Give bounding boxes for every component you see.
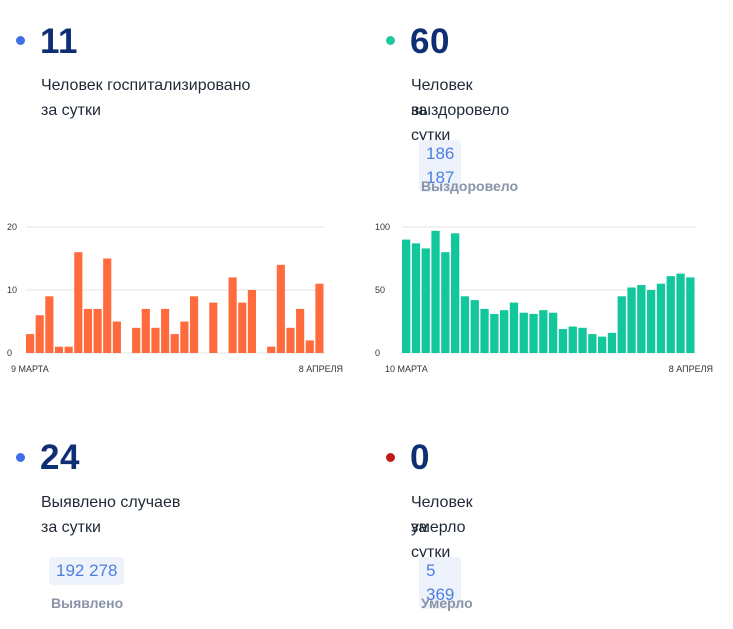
bar [35, 315, 44, 353]
bar [411, 243, 421, 353]
bar [451, 233, 460, 353]
y-tick-label: 20 [7, 222, 17, 232]
x-start-label: 10 МАРТА [385, 364, 428, 374]
bar [151, 327, 160, 353]
bar [529, 313, 538, 353]
x-end-label: 8 АПРЕЛЯ [669, 364, 713, 374]
bar [666, 276, 675, 353]
hospitalized-bar-chart: 0 10 20 9 МАРТА 8 АПРЕЛЯ [7, 222, 343, 374]
bar [686, 277, 695, 353]
bar [676, 273, 685, 353]
bar [315, 283, 324, 353]
bar [558, 329, 568, 353]
deaths-desc-line1: Человек умерло [411, 494, 473, 536]
cases-dot-icon [16, 453, 25, 462]
bar [539, 310, 548, 353]
bar [480, 308, 489, 353]
bar [45, 296, 54, 353]
bar [460, 296, 470, 353]
bar [656, 283, 666, 353]
cases-desc-line2: за сутки [41, 519, 101, 536]
bar [228, 277, 237, 353]
bar [588, 334, 597, 353]
recovered-value: 60 [410, 22, 450, 61]
bar [209, 302, 218, 353]
bar [647, 290, 656, 353]
bar [607, 332, 617, 353]
bar [519, 312, 528, 353]
hospitalized-desc-line2: за сутки [41, 102, 101, 119]
bar [441, 252, 450, 353]
bar [431, 230, 440, 353]
cases-total-label: Выявлено [51, 595, 124, 611]
bar [578, 327, 587, 353]
bar [26, 334, 35, 353]
bar [617, 296, 626, 353]
y-tick-label: 10 [7, 285, 17, 295]
bar [64, 346, 73, 353]
bar [305, 340, 314, 353]
bar [74, 252, 83, 353]
bar [568, 326, 577, 353]
bar [112, 321, 121, 353]
bar [141, 308, 150, 353]
recovered-bar-chart: 0 50 100 10 МАРТА 8 АПРЕЛЯ [375, 222, 713, 374]
bar [549, 312, 558, 353]
hospitalized-value: 11 [40, 22, 78, 61]
bar [276, 264, 285, 353]
bar [598, 336, 607, 353]
bar [402, 239, 411, 353]
recovered-dot-icon [386, 36, 395, 45]
deaths-value: 0 [410, 438, 430, 477]
bar [161, 308, 170, 353]
hospitalized-dot-icon [16, 36, 25, 45]
bar [500, 310, 509, 353]
bar [296, 308, 305, 353]
bar [490, 313, 499, 353]
cases-desc-line1: Выявлено случаев [41, 494, 181, 511]
bar [170, 334, 179, 353]
bar [627, 287, 636, 353]
y-tick-label: 0 [375, 348, 380, 358]
recovered-desc-line1: Человек выздоровело [411, 77, 510, 119]
recovered-desc-line2: за сутки [411, 102, 451, 144]
bar [267, 346, 276, 353]
bar [189, 296, 199, 353]
bar [421, 248, 430, 353]
bar [637, 284, 646, 353]
y-tick-label: 0 [7, 348, 12, 358]
deaths-total-label: Умерло [421, 595, 473, 611]
bar [93, 308, 102, 353]
y-tick-label: 50 [375, 285, 385, 295]
bar [470, 300, 479, 353]
recovered-total-badge: 186 187 [419, 140, 462, 192]
deaths-desc-line2: за сутки [411, 519, 451, 561]
bar [509, 302, 519, 353]
cases-total-badge: 192 278 [49, 557, 125, 585]
bar [286, 327, 295, 353]
bar [83, 308, 93, 353]
bar [180, 321, 189, 353]
hospitalized-desc-line1: Человек госпитализировано [41, 77, 251, 94]
bar [132, 327, 141, 353]
bar [54, 346, 64, 353]
y-tick-label: 100 [375, 222, 390, 232]
deaths-total-badge: 5 369 [419, 557, 462, 609]
x-start-label: 9 МАРТА [11, 364, 49, 374]
bar [247, 290, 256, 353]
x-end-label: 8 АПРЕЛЯ [299, 364, 343, 374]
bar [103, 258, 112, 353]
bar [238, 302, 247, 353]
cases-value: 24 [40, 438, 80, 477]
recovered-total-label: Выздоровело [421, 178, 519, 194]
deaths-dot-icon [386, 453, 395, 462]
